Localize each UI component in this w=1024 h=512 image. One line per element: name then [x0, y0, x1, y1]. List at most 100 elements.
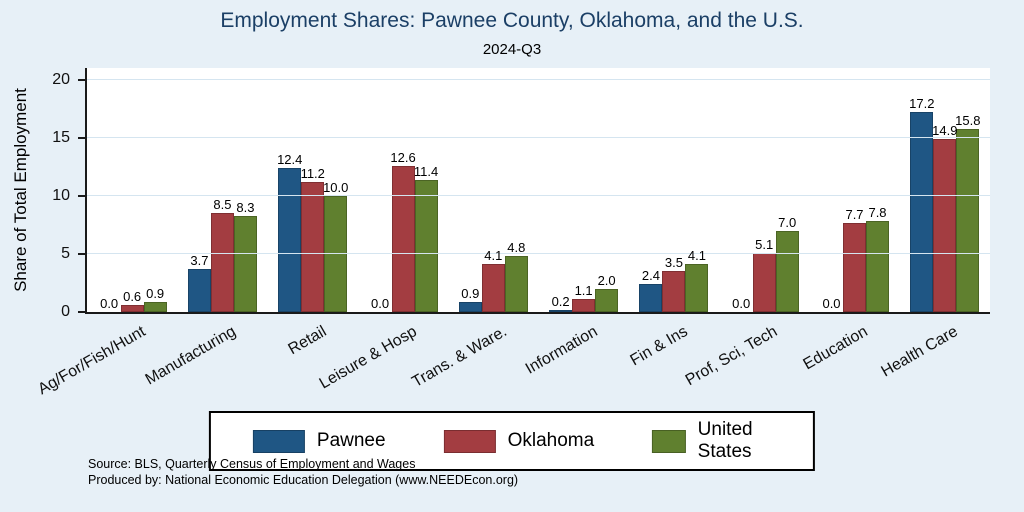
x-category-cell: Trans. & Ware.: [409, 315, 536, 400]
legend-item-pawnee: Pawnee: [252, 429, 386, 453]
bar-column-pawnee: 3.7: [187, 68, 211, 312]
bar-column-oklahoma: 4.1: [481, 68, 505, 312]
bar-column-oklahoma: 14.9: [932, 68, 958, 312]
bar-value-label: 15.8: [955, 112, 981, 128]
bar-column-oklahoma: 7.7: [843, 68, 867, 312]
bar: [933, 138, 957, 312]
x-labels: Ag/For/Fish/Hunt Manufacturing Retail Leisu…: [35, 315, 988, 400]
bar-column-united-states: 4.8: [504, 68, 528, 312]
bar-column-oklahoma: 12.6: [390, 68, 416, 312]
y-tick-mark: [78, 136, 85, 139]
bar-column-united-states: 2.0: [595, 68, 619, 312]
bar-value-label: 0.6: [123, 289, 142, 305]
y-tick-mark: [78, 194, 85, 197]
bar-column-united-states: 4.1: [685, 68, 709, 312]
bar: [120, 305, 144, 312]
bar-group: 0.0 5.1 7.0: [719, 68, 809, 312]
plot-area: 0.0 0.6 0.9 3.7 8.5 8.3 12.4 11.2 10.0 0.0 12.6 11.…: [85, 68, 990, 314]
bar-value-label: 4.1: [484, 248, 503, 264]
bar-value-label: 4.8: [507, 240, 526, 256]
chart-title: Employment Shares: Pawnee County, Oklaho…: [220, 9, 804, 32]
gridline: [87, 252, 990, 254]
bar: [458, 301, 482, 312]
bar-value-label: 3.7: [190, 253, 209, 269]
x-category-cell: Leisure & Hosp: [316, 315, 446, 400]
gridline: [87, 194, 990, 196]
x-category-cell: Health Care: [879, 315, 988, 400]
bar-column-pawnee: 2.4: [639, 68, 663, 312]
gridline: [87, 136, 990, 138]
bar-column-oklahoma: 1.1: [572, 68, 596, 312]
legend-label-united-states: United States: [697, 419, 753, 462]
bar-value-label: 5.1: [755, 236, 774, 252]
bar-group: 17.2 14.9 15.8: [900, 68, 990, 312]
x-category-cell: Prof, Sci, Tech: [683, 315, 807, 400]
bar: [775, 230, 799, 312]
bar-value-label: 0.2: [551, 293, 570, 309]
bar: [572, 299, 596, 312]
bar-value-label: 11.2: [300, 165, 325, 181]
bar-column-pawnee: 0.0: [730, 68, 753, 312]
bar: [639, 284, 663, 312]
bar-group: 0.0 0.6 0.9: [87, 68, 177, 312]
bar-value-label: 14.9: [932, 122, 958, 138]
bar-groups: 0.0 0.6 0.9 3.7 8.5 8.3 12.4 11.2 10.0 0.0 12.6 11.…: [87, 68, 990, 312]
bar-column-united-states: 8.3: [233, 68, 257, 312]
bar-value-label: 4.1: [687, 248, 706, 264]
bar: [504, 256, 528, 312]
source-line-1: Source: BLS, Quarterly Census of Employm…: [88, 457, 416, 471]
bar-column-oklahoma: 5.1: [752, 68, 776, 312]
bar-value-label: 7.7: [845, 206, 864, 222]
bar: [143, 301, 167, 312]
bar-value-label: 2.4: [641, 268, 660, 284]
bar-value-label: 0.0: [370, 296, 390, 311]
x-category-label: Fin & Ins: [627, 323, 691, 370]
bar-group: 0.0 12.6 11.4: [358, 68, 448, 312]
bar-group: 3.7 8.5 8.3: [177, 68, 267, 312]
bar: [233, 215, 257, 312]
legend-item-united-states: United States: [652, 419, 771, 463]
bar: [481, 264, 505, 312]
bar-group: 0.2 1.1 2.0: [538, 68, 628, 312]
bar-column-oklahoma: 3.5: [662, 68, 686, 312]
y-tick-label: 10: [52, 186, 70, 204]
bar: [187, 269, 211, 312]
bar-value-label: 0.0: [732, 296, 751, 311]
bar: [843, 222, 867, 312]
bar-value-label: 12.6: [390, 149, 416, 165]
bar-column-pawnee: 0.9: [458, 68, 482, 312]
bar-column-pawnee: 12.4: [277, 68, 303, 312]
bar: [595, 288, 619, 312]
y-tick-mark: [78, 311, 85, 313]
bar-column-united-states: 15.8: [955, 68, 981, 312]
chart-subtitle: 2024-Q3: [482, 41, 542, 58]
legend: Pawnee Oklahoma United States: [208, 411, 816, 471]
bar: [662, 271, 686, 312]
x-category-cell: Education: [801, 315, 897, 400]
bar-value-label: 0.0: [822, 296, 841, 311]
bar: [752, 252, 776, 312]
bar-value-label: 0.9: [461, 285, 480, 301]
legend-item-oklahoma: Oklahoma: [443, 429, 594, 453]
x-category-cell: Ag/For/Fish/Hunt: [35, 315, 175, 400]
bar-column-united-states: 11.4: [414, 68, 438, 312]
bar-value-label: 7.0: [778, 214, 797, 230]
bar: [278, 167, 302, 312]
bar-column-united-states: 10.0: [323, 68, 348, 312]
x-category-cell: Retail: [266, 315, 356, 400]
bar-column-pawnee: 17.2: [909, 68, 934, 312]
bar-value-label: 3.5: [664, 255, 683, 271]
bar: [414, 179, 438, 312]
bar-group: 12.4 11.2 10.0: [268, 68, 358, 312]
legend-swatch-oklahoma: [443, 429, 496, 453]
bar-value-label: 8.3: [236, 199, 255, 215]
source-line-2: Produced by: National Economic Education…: [88, 473, 519, 487]
bar-column-pawnee: 0.2: [549, 68, 573, 312]
y-tick-label: 20: [52, 70, 70, 88]
bar-group: 0.0 7.7 7.8: [809, 68, 899, 312]
source-notes: Source: BLS, Quarterly Census of Employm…: [88, 456, 518, 488]
bar-value-label: 12.4: [277, 151, 303, 167]
bar: [549, 309, 573, 312]
bar-group: 2.4 3.5 4.1: [629, 68, 719, 312]
